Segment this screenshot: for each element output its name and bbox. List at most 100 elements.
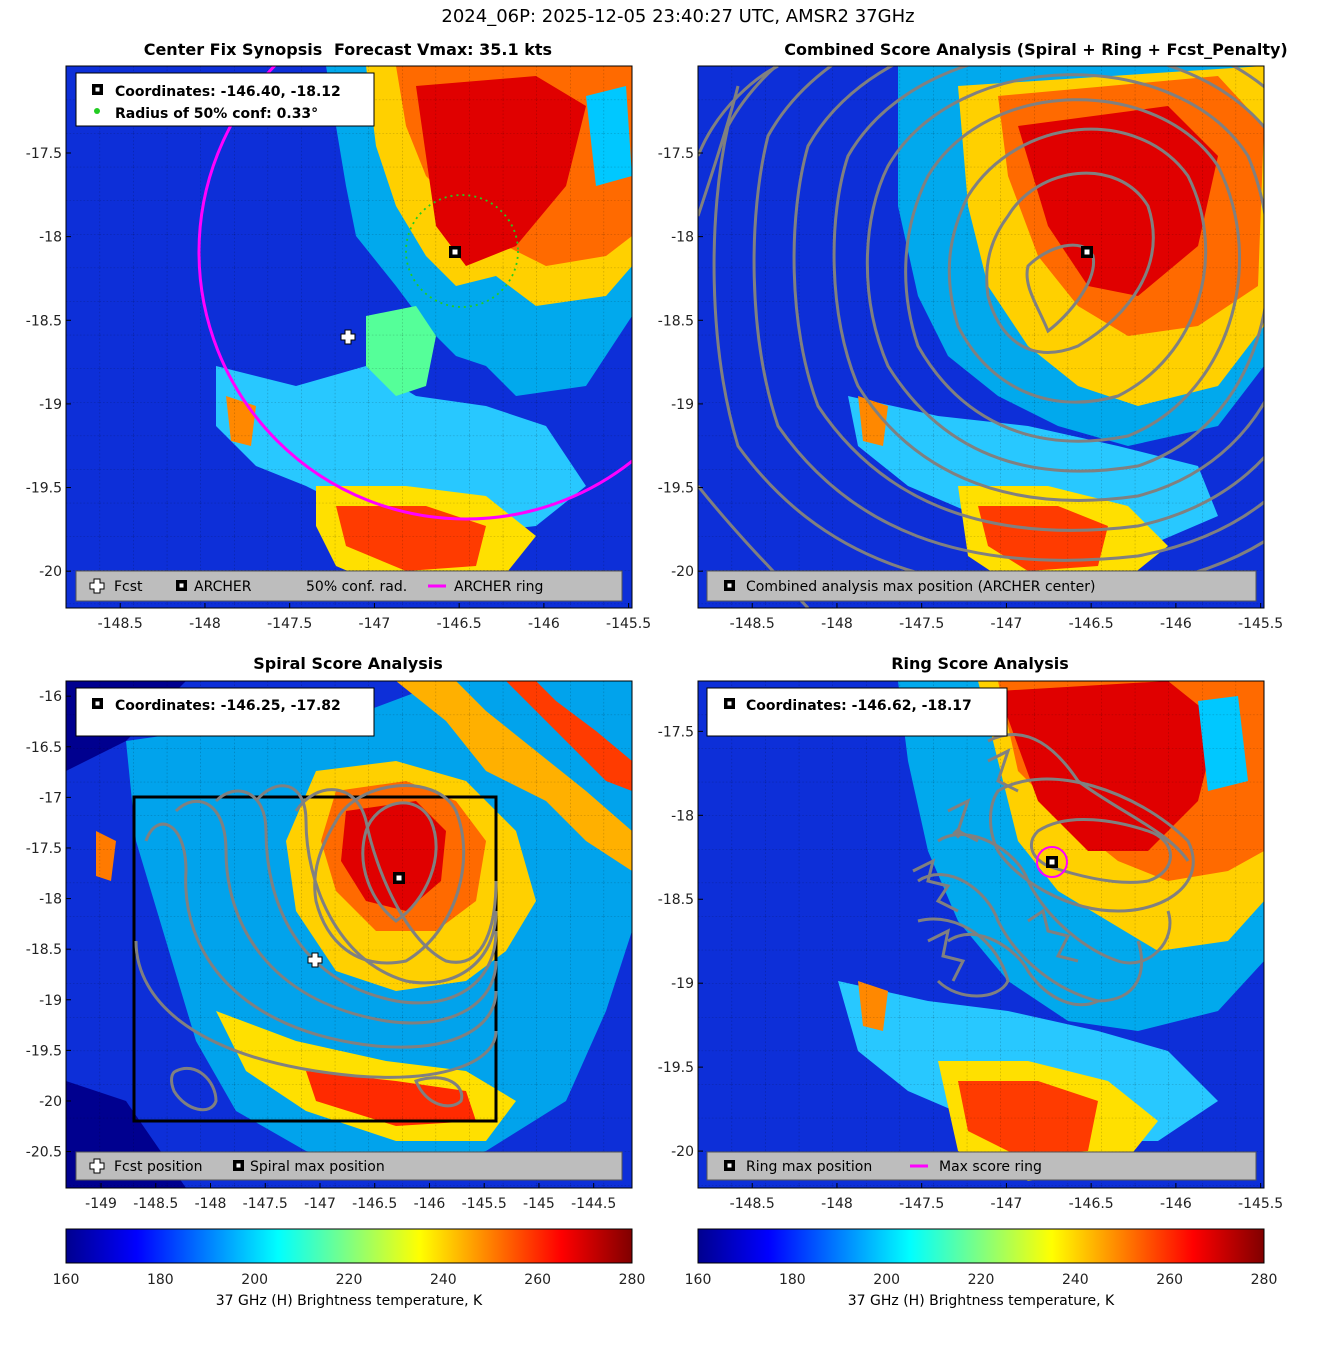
- synopsis-plot-area[interactable]: [66, 0, 733, 608]
- spiral-contours: [134, 784, 498, 1112]
- panel-spiral: Spiral Score Analysis: [26, 654, 633, 1212]
- ring-diamond-marker: [952, 827, 964, 839]
- x-tick-label: -145.5: [1238, 616, 1283, 632]
- y-tick-label: -18: [39, 892, 62, 908]
- colorbar-tick-label: 240: [430, 1272, 457, 1288]
- colorbar-tick-label: 280: [619, 1272, 646, 1288]
- y-tick-label: -18: [39, 230, 62, 246]
- x-tick-label: -147.5: [243, 1196, 288, 1212]
- panel-title-left: Center Fix Synopsis: [144, 40, 323, 59]
- colorbar-label: 37 GHz (H) Brightness temperature, K: [848, 1293, 1115, 1309]
- x-tick-label: -147: [359, 616, 391, 632]
- y-tick-label: -18.5: [658, 313, 694, 329]
- x-tick-label: -145.5: [606, 616, 651, 632]
- colorbar-label: 37 GHz (H) Brightness temperature, K: [216, 1293, 483, 1309]
- ring-plot-area[interactable]: [698, 681, 1264, 1188]
- colorbar-tick-label: 160: [685, 1272, 712, 1288]
- archer-center-marker: [449, 246, 461, 258]
- max-score-ring: [1036, 846, 1068, 878]
- ring-ticks: -148.5 -148 -147.5 -147 -146.5 -146 -145.5 -17.…: [658, 724, 1283, 1212]
- x-tick-label: -148.5: [133, 1196, 178, 1212]
- ring-coordinates: Coordinates: -146.62, -18.17: [746, 698, 972, 714]
- y-tick-label: -19.5: [658, 1060, 694, 1076]
- y-tick-label: -20: [671, 1144, 694, 1160]
- legend-archer: ARCHER: [194, 579, 252, 595]
- x-tick-label: -145.5: [1238, 1196, 1283, 1212]
- fcst-icon: [89, 1158, 105, 1174]
- x-tick-label: -146: [1160, 1196, 1192, 1212]
- y-tick-label: -19: [39, 993, 62, 1009]
- y-tick-label: -20: [39, 564, 62, 580]
- y-tick-label: -18.5: [26, 313, 62, 329]
- x-tick-label: -145: [523, 1196, 555, 1212]
- x-tick-label: -149: [85, 1196, 117, 1212]
- x-tick-label: -148.5: [730, 1196, 775, 1212]
- combined-ticks: -148.5 -148 -147.5 -147 -146.5 -146 -145.5 -17.…: [658, 146, 1283, 632]
- x-tick-label: -146: [1160, 616, 1192, 632]
- synopsis-radius: Radius of 50% conf: 0.33°: [115, 106, 318, 122]
- legend-ring: Max score ring: [939, 1159, 1042, 1175]
- x-tick-label: -146: [528, 616, 560, 632]
- colorbar-tick-label: 200: [873, 1272, 900, 1288]
- x-tick-label: -147.5: [899, 1196, 944, 1212]
- panel-title: Combined Score Analysis (Spiral + Ring +…: [784, 40, 1287, 59]
- x-tick-label: -148: [821, 1196, 853, 1212]
- ring-info-box: Coordinates: -146.62, -18.17: [706, 687, 1008, 737]
- search-box: [132, 795, 498, 1123]
- y-tick-label: -19.5: [658, 481, 694, 497]
- fcst-marker: [340, 329, 356, 345]
- conf-dot-icon: [94, 108, 100, 114]
- y-tick-label: -20: [671, 564, 694, 580]
- panel-ring: Ring Score Analysis: [658, 654, 1283, 1212]
- legend-max: Combined analysis max position (ARCHER c…: [746, 579, 1095, 595]
- spiral-plot-area[interactable]: [66, 681, 632, 1188]
- ring-legend: Ring max position Max score ring: [706, 1151, 1257, 1181]
- x-tick-label: -146.5: [352, 1196, 397, 1212]
- x-tick-label: -146.5: [1069, 1196, 1114, 1212]
- y-tick-label: -17: [39, 790, 62, 806]
- x-tick-label: -146: [414, 1196, 446, 1212]
- y-tick-label: -17.5: [658, 724, 694, 740]
- panel-synopsis: Center Fix Synopsis Forecast Vmax: 35.1 …: [26, 0, 733, 632]
- combined-contours: [698, 66, 1264, 608]
- colorbar-tick-label: 160: [53, 1272, 80, 1288]
- x-tick-label: -146.5: [1069, 616, 1114, 632]
- legend-max: Ring max position: [746, 1159, 872, 1175]
- x-tick-label: -147: [991, 616, 1023, 632]
- y-tick-label: -20.5: [26, 1145, 62, 1161]
- x-tick-label: -148.5: [98, 616, 143, 632]
- legend-conf: 50% conf. rad.: [306, 579, 407, 595]
- x-tick-label: -148: [189, 616, 221, 632]
- y-tick-label: -19: [39, 397, 62, 413]
- x-tick-label: -147.5: [267, 616, 312, 632]
- fcst-icon: [89, 578, 105, 594]
- colorbar-tick-label: 180: [147, 1272, 174, 1288]
- y-tick-label: -19.5: [26, 481, 62, 497]
- y-tick-label: -20: [39, 1094, 62, 1110]
- spiral-max-marker: [393, 872, 405, 884]
- spiral-ticks: -149 -148.5 -148 -147.5 -147 -146.5 -146 -145.5…: [26, 689, 616, 1212]
- colorbar-tick-label: 180: [779, 1272, 806, 1288]
- colorbar-tick-label: 200: [241, 1272, 268, 1288]
- panel-title-right: Forecast Vmax: 35.1 kts: [334, 40, 552, 59]
- ring-contours: [912, 733, 1195, 1007]
- synopsis-ticks: -148.5 -148 -147.5 -147 -146.5 -146 -145.5 -17.…: [26, 146, 651, 632]
- legend-ring: ARCHER ring: [454, 579, 543, 595]
- colorbar-ticks: 160 180 200 220 240 260 280: [685, 1272, 1278, 1288]
- conf-radius-circle: [405, 194, 519, 308]
- synopsis-info-box: Coordinates: -146.40, -18.12 Radius of 5…: [75, 72, 375, 127]
- legend-fcst: Fcst: [114, 579, 143, 595]
- colorbar-tick-label: 220: [968, 1272, 995, 1288]
- y-tick-label: -18.5: [26, 942, 62, 958]
- legend-max: Spiral max position: [250, 1159, 385, 1175]
- y-tick-label: -18.5: [658, 892, 694, 908]
- colorbar-left: 160 180 200 220 240 260 280 37 GHz (H) Brightn…: [53, 1228, 646, 1309]
- y-tick-label: -16.5: [26, 740, 62, 756]
- spiral-fcst-marker: [307, 952, 323, 968]
- colorbar-tick-label: 260: [1156, 1272, 1183, 1288]
- panel-title: Spiral Score Analysis: [253, 654, 443, 673]
- y-tick-label: -18: [671, 808, 694, 824]
- spiral-coordinates: Coordinates: -146.25, -17.82: [115, 698, 341, 714]
- combined-plot-area[interactable]: [698, 0, 1317, 608]
